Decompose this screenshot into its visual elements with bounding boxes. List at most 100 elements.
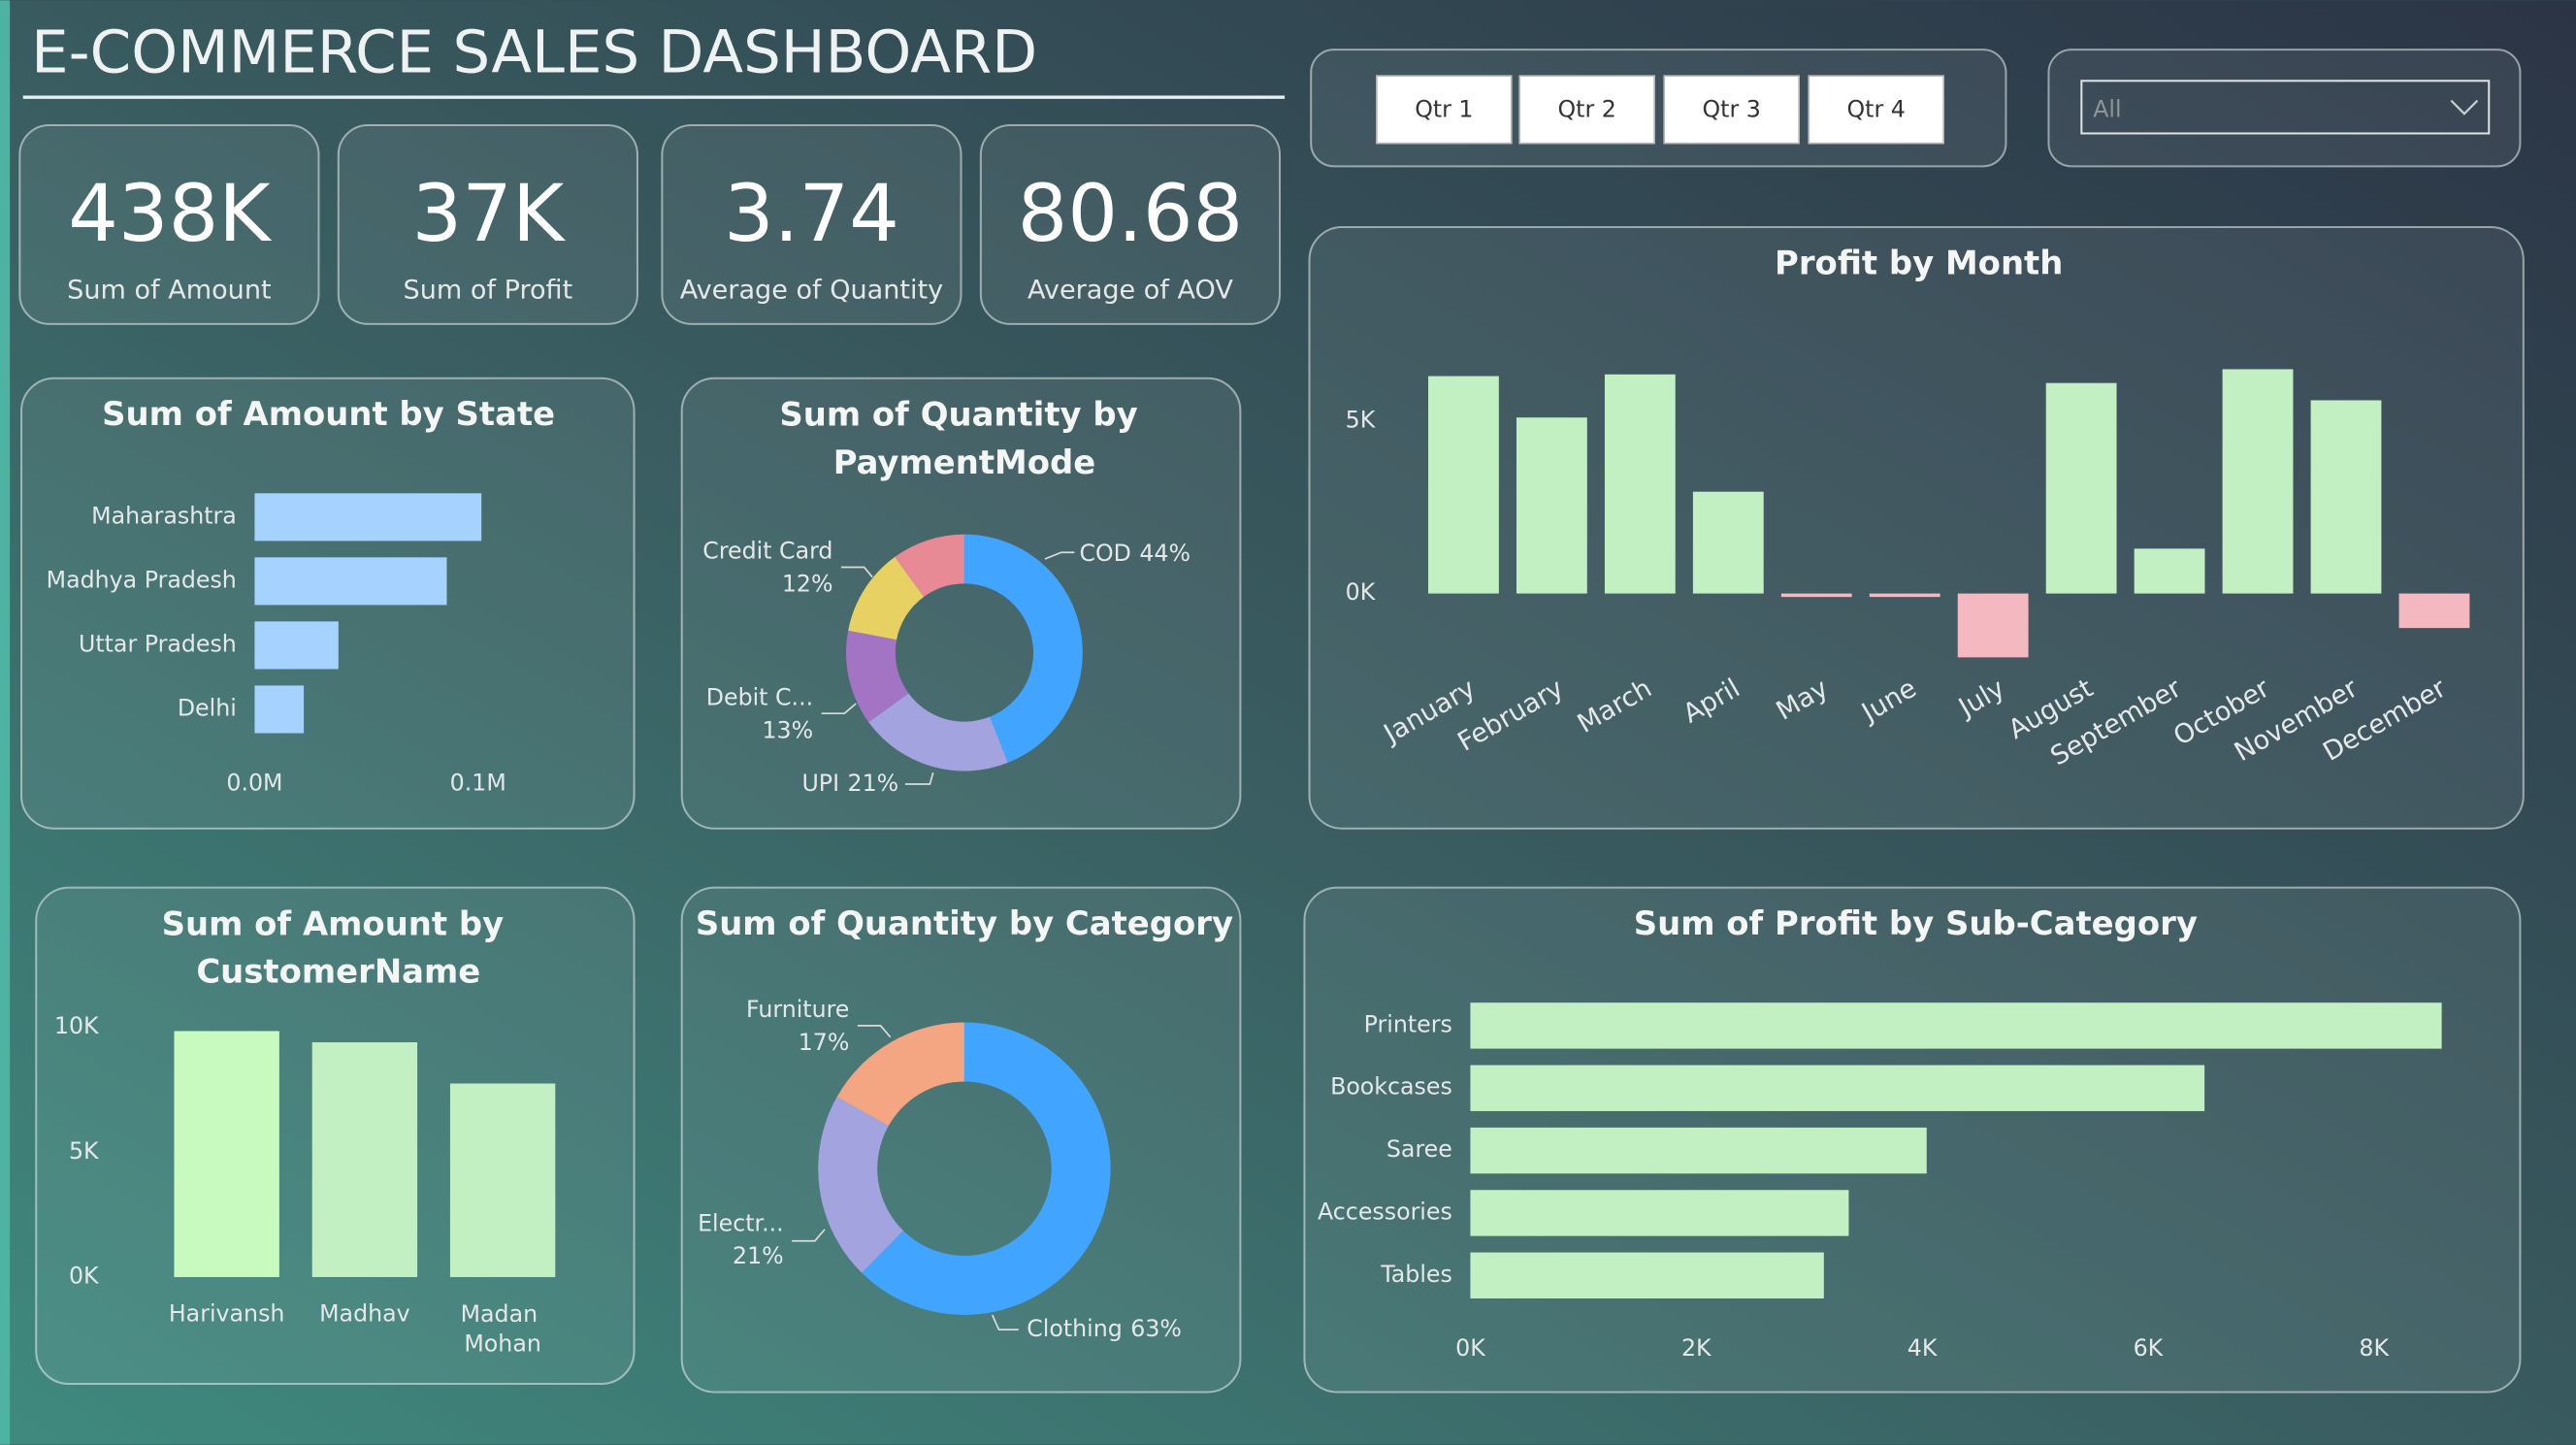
quarter-button[interactable] bbox=[1808, 75, 1944, 145]
slice-name: COD bbox=[1079, 539, 1130, 566]
bar bbox=[1692, 491, 1764, 594]
kpi-label: Sum of Amount bbox=[67, 276, 271, 306]
x-tick-label: 6K bbox=[2134, 1334, 2165, 1362]
kpi-label: Average of AOV bbox=[1027, 276, 1233, 306]
dropdown-value[interactable]: All bbox=[2093, 95, 2121, 122]
text-line: CustomerName bbox=[196, 952, 480, 990]
leader-line bbox=[904, 772, 934, 785]
kpi-label: Average of Quantity bbox=[680, 276, 944, 306]
dropdown-slicer bbox=[2047, 49, 2522, 168]
bar bbox=[2134, 548, 2205, 594]
bar bbox=[311, 1042, 418, 1277]
quarter-buttons: Qtr 1 Qtr 2 Qtr 3 Qtr 4 bbox=[1376, 75, 1944, 145]
quarter-button[interactable] bbox=[1376, 75, 1513, 145]
chart-title: Sum of Amount by CustomerName bbox=[162, 904, 515, 990]
slice-label: Clothing 63% bbox=[1027, 1315, 1182, 1342]
leader-lines bbox=[792, 551, 1075, 1330]
kpi-value: 438K bbox=[68, 169, 272, 260]
text-line: PaymentMode bbox=[833, 443, 1095, 480]
slice-name: Furniture bbox=[746, 996, 849, 1023]
bar bbox=[1470, 1252, 1824, 1298]
quarter-label[interactable]: Qtr 3 bbox=[1703, 95, 1761, 122]
x-tick-label: Madan Mohan bbox=[461, 1299, 545, 1356]
donut-slice bbox=[846, 630, 909, 723]
bar bbox=[2045, 382, 2117, 594]
kpi-label: Sum of Profit bbox=[404, 276, 573, 306]
bar bbox=[1470, 1065, 2205, 1111]
bar bbox=[1957, 593, 2029, 658]
chart-title: Sum of Amount by State bbox=[102, 395, 555, 433]
dropdown-chevron[interactable] bbox=[2450, 99, 2479, 115]
x-tick-label: 0K bbox=[1455, 1334, 1486, 1362]
text-line: Mohan bbox=[464, 1330, 540, 1357]
x-tick-label: 8K bbox=[2359, 1334, 2390, 1362]
leader-line bbox=[792, 1229, 826, 1242]
quarter-label[interactable]: Qtr 4 bbox=[1847, 95, 1906, 122]
leader-line bbox=[840, 566, 873, 578]
leader-line bbox=[857, 1025, 892, 1038]
leader-line bbox=[991, 1314, 1019, 1330]
x-tick-label: Madhav bbox=[319, 1299, 410, 1327]
kpi-card bbox=[979, 123, 1282, 325]
leader-line bbox=[821, 703, 857, 715]
kpi-card bbox=[18, 123, 320, 325]
kpi-value: 80.68 bbox=[1018, 169, 1244, 260]
kpi-card bbox=[337, 123, 638, 325]
bar bbox=[1470, 1127, 1927, 1174]
y-tick-label: Madhya Pradesh bbox=[47, 566, 237, 593]
quarter-button[interactable] bbox=[1663, 75, 1800, 145]
x-tick-label: Harivansh bbox=[169, 1299, 285, 1327]
donut-slice bbox=[818, 1097, 903, 1273]
quarter-button[interactable] bbox=[1518, 75, 1655, 145]
bar bbox=[449, 1083, 556, 1277]
bar bbox=[174, 1031, 279, 1277]
y-tick-label: 5K bbox=[1346, 406, 1377, 433]
bar bbox=[1428, 376, 1499, 594]
slice-name: Credit Card bbox=[702, 538, 832, 565]
slice-value: 44% bbox=[1139, 539, 1190, 566]
y-tick-label: Accessories bbox=[1318, 1198, 1452, 1225]
bar bbox=[2222, 369, 2294, 594]
slice-label: UPI 21% bbox=[801, 769, 898, 796]
y-tick-label: 10K bbox=[54, 1012, 100, 1039]
bar bbox=[254, 557, 447, 606]
slice-name: Debit C... bbox=[706, 683, 813, 710]
donut-slice bbox=[963, 534, 1083, 763]
leader-line bbox=[1044, 551, 1075, 560]
donut-slice bbox=[868, 693, 1008, 772]
quarter-label[interactable]: Qtr 1 bbox=[1415, 95, 1473, 122]
edge bbox=[0, 0, 11, 1445]
slice-value: 21% bbox=[848, 769, 899, 796]
slice-name: Electr... bbox=[698, 1209, 784, 1236]
text-line: Madan bbox=[461, 1299, 545, 1327]
y-tick-label: Tables bbox=[1380, 1261, 1452, 1288]
dashboard-title: E-COMMERCE SALES DASHBOARD bbox=[31, 17, 1037, 86]
y-tick-label: Uttar Pradesh bbox=[79, 630, 237, 657]
slice-name: Clothing bbox=[1027, 1315, 1123, 1342]
slice-value: 13% bbox=[762, 716, 813, 743]
chart-title: Sum of Profit by Sub-Category bbox=[1634, 904, 2198, 942]
slice-name: UPI bbox=[801, 769, 839, 796]
kpi-card bbox=[661, 123, 962, 325]
slice-value: 12% bbox=[782, 571, 833, 598]
y-tick-label: Delhi bbox=[178, 694, 237, 721]
slice-label: COD 44% bbox=[1079, 539, 1190, 566]
y-tick-label: 0K bbox=[1346, 578, 1377, 606]
slice-value: 17% bbox=[799, 1029, 850, 1056]
chart-card bbox=[680, 886, 1242, 1394]
bar bbox=[1604, 374, 1676, 594]
slice-value: 21% bbox=[733, 1242, 784, 1269]
y-tick-label: Printers bbox=[1364, 1010, 1452, 1037]
dropdown[interactable] bbox=[2080, 80, 2491, 135]
text-line: Sum of Amount by bbox=[162, 904, 515, 942]
quarter-label[interactable]: Qtr 2 bbox=[1558, 95, 1616, 122]
kpi-cards: 438K Sum of Amount 37K Sum of Profit 3.7… bbox=[18, 123, 1282, 325]
kpi-value: 3.74 bbox=[724, 169, 899, 260]
bar bbox=[254, 493, 482, 542]
bar bbox=[2398, 593, 2470, 629]
bar bbox=[254, 685, 305, 734]
donut-slice bbox=[836, 1022, 964, 1127]
